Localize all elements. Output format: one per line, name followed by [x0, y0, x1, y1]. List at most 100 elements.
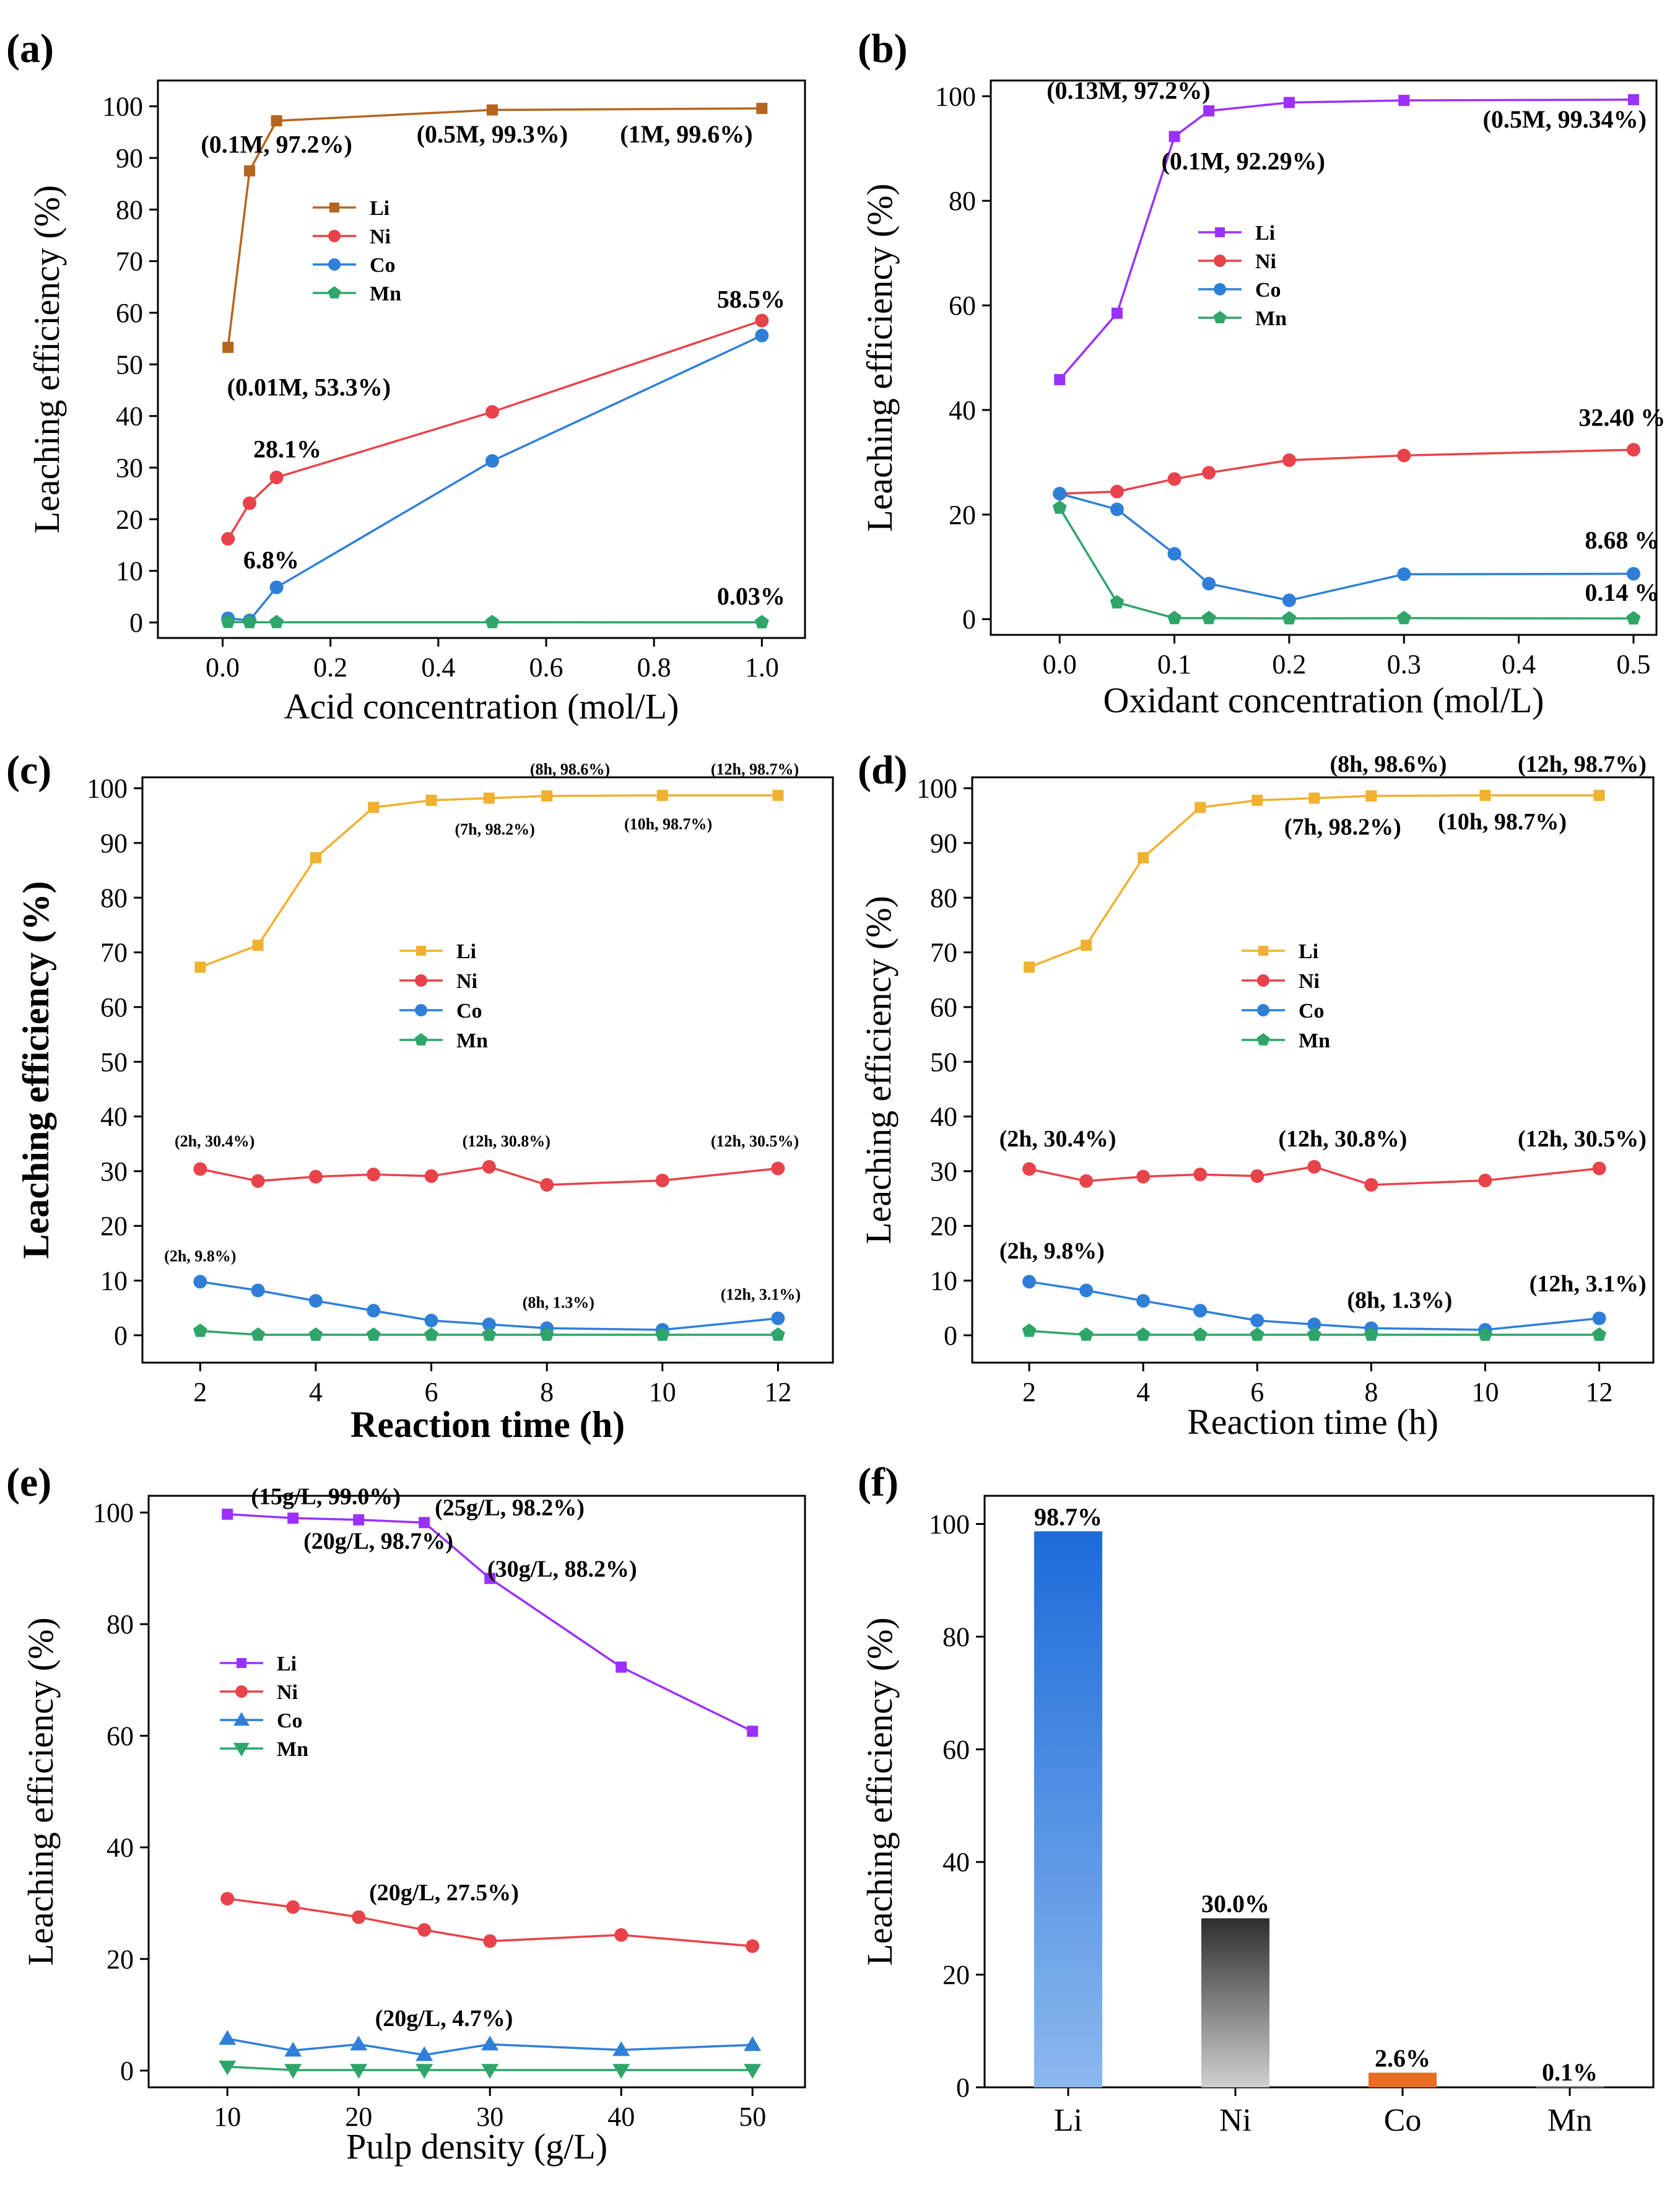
data-point-mn [485, 614, 500, 629]
data-point-mn [1307, 1327, 1321, 1341]
data-point-li [1203, 105, 1215, 116]
bar-ni [1201, 1918, 1269, 2087]
annotation: (20g/L, 27.5%) [369, 1880, 519, 1906]
data-point-ni [424, 1169, 438, 1183]
y-tick-label: 100 [935, 81, 976, 111]
data-point-li [222, 341, 234, 353]
data-point-co [350, 2035, 368, 2051]
x-tick-label: 0.2 [1272, 649, 1306, 679]
x-tick-label: 0.4 [1502, 649, 1536, 679]
series-line-li [1058, 98, 1634, 381]
y-tick-label: 70 [930, 938, 957, 968]
x-axis-label: Acid concentration (mol/L) [284, 686, 679, 727]
annotation: (0.13M, 97.2%) [1047, 77, 1210, 105]
y-tick-label: 100 [916, 774, 957, 804]
data-point-li [772, 790, 784, 801]
data-point-ni [614, 1928, 629, 1942]
plot-frame [147, 1495, 806, 2089]
data-point-mn [366, 1327, 381, 1341]
x-tick-label: 8 [540, 1377, 554, 1407]
legend-label-li: Li [1299, 940, 1318, 963]
y-tick-label: 70 [100, 938, 128, 968]
y-tick-label: 0 [962, 605, 976, 635]
y-tick-label: 100 [87, 774, 128, 804]
legend-label-co: Co [1299, 1000, 1325, 1023]
plot-frame [990, 79, 1658, 636]
data-point-ni [540, 1177, 554, 1192]
legend-marker-co [328, 258, 341, 271]
data-point-ni [485, 405, 499, 419]
data-point-li [419, 1517, 430, 1529]
data-point-ni [269, 470, 284, 484]
data-point-li [1593, 790, 1605, 801]
annotation: (0.1M, 97.2%) [201, 131, 352, 159]
y-tick-label: 20 [949, 500, 976, 530]
annotation: (12h, 3.1%) [1530, 1271, 1647, 1297]
legend-label-mn: Mn [277, 1738, 308, 1761]
annotation: (0.5M, 99.34%) [1483, 105, 1647, 133]
annotation: (0.01M, 53.3%) [227, 373, 391, 401]
data-point-co [1202, 577, 1216, 591]
data-point-mn [1364, 1327, 1378, 1341]
panel-label: (b) [858, 26, 908, 71]
y-tick-label: 100 [102, 92, 143, 122]
legend-marker-ni [1257, 974, 1269, 987]
data-point-co [1193, 1304, 1208, 1318]
data-point-mn [481, 2064, 499, 2079]
legend-marker-mn [414, 1033, 428, 1046]
data-point-mn [1167, 611, 1182, 624]
y-tick-label: 100 [93, 1498, 134, 1528]
data-point-ni [755, 313, 769, 328]
data-point-co [416, 2046, 433, 2061]
y-tick-label: 0 [114, 1321, 128, 1351]
annotation: (10h, 98.7%) [624, 815, 712, 833]
data-point-li [1111, 307, 1123, 319]
legend-label-ni: Ni [1255, 250, 1276, 273]
x-tick-label: 0.6 [529, 652, 564, 683]
y-tick-label: 80 [930, 883, 957, 913]
data-point-ni [1022, 1162, 1037, 1176]
data-point-co [1397, 567, 1411, 582]
data-point-ni [417, 1923, 432, 1937]
annotation: (2h, 30.4%) [175, 1132, 255, 1150]
x-tick-label: 0.0 [206, 652, 240, 683]
annotation: (0.5M, 99.3%) [417, 120, 568, 148]
annotation: (8h, 1.3%) [523, 1294, 594, 1312]
annotation: (7h, 98.2%) [455, 821, 535, 839]
data-point-li [486, 104, 498, 116]
y-tick-label: 60 [107, 1721, 134, 1751]
bar-value-label: 30.0% [1201, 1890, 1269, 1918]
legend-marker-mn [1213, 311, 1227, 323]
y-tick-label: 0 [944, 1321, 957, 1351]
data-point-ni [1193, 1168, 1208, 1182]
y-tick-label: 90 [100, 828, 128, 858]
legend-label-mn: Mn [456, 1029, 488, 1052]
y-tick-label: 20 [100, 1211, 128, 1241]
y-axis-label: Leaching efficiency (%) [15, 881, 56, 1259]
x-tick-label: 12 [764, 1377, 791, 1407]
data-point-co [755, 328, 769, 343]
x-tick-label: 0.1 [1157, 649, 1191, 679]
data-point-mn [655, 1327, 670, 1341]
x-tick-label: Li [1054, 2103, 1082, 2138]
panel-b-oxidant-concentration: (b) 0 20 40 60 80 100 Leaching efficiency (%) 0.… [858, 26, 1665, 720]
y-tick-label: 0 [956, 2072, 970, 2103]
annotation: (30g/L, 88.2%) [487, 1557, 637, 1583]
data-point-co [424, 1313, 438, 1327]
y-tick-label: 40 [930, 1102, 957, 1132]
annotation: 0.14 % [1585, 579, 1659, 606]
data-point-ni [221, 532, 235, 546]
annotation: (2h, 9.8%) [999, 1238, 1105, 1264]
data-point-ni [193, 1162, 207, 1176]
data-point-mn [1478, 1327, 1492, 1341]
bar-value-label: 98.7% [1034, 1503, 1102, 1530]
legend-label-co: Co [277, 1709, 303, 1732]
data-point-li [756, 103, 768, 114]
y-tick-label: 40 [949, 395, 976, 426]
data-point-mn [193, 1323, 207, 1337]
x-axis-label: Pulp density (g/L) [346, 2126, 607, 2167]
annotation: (12h, 30.8%) [1278, 1126, 1407, 1152]
plot-frame [983, 1495, 1655, 2089]
x-tick-label: 0.4 [421, 652, 455, 683]
data-point-mn [539, 1327, 554, 1341]
